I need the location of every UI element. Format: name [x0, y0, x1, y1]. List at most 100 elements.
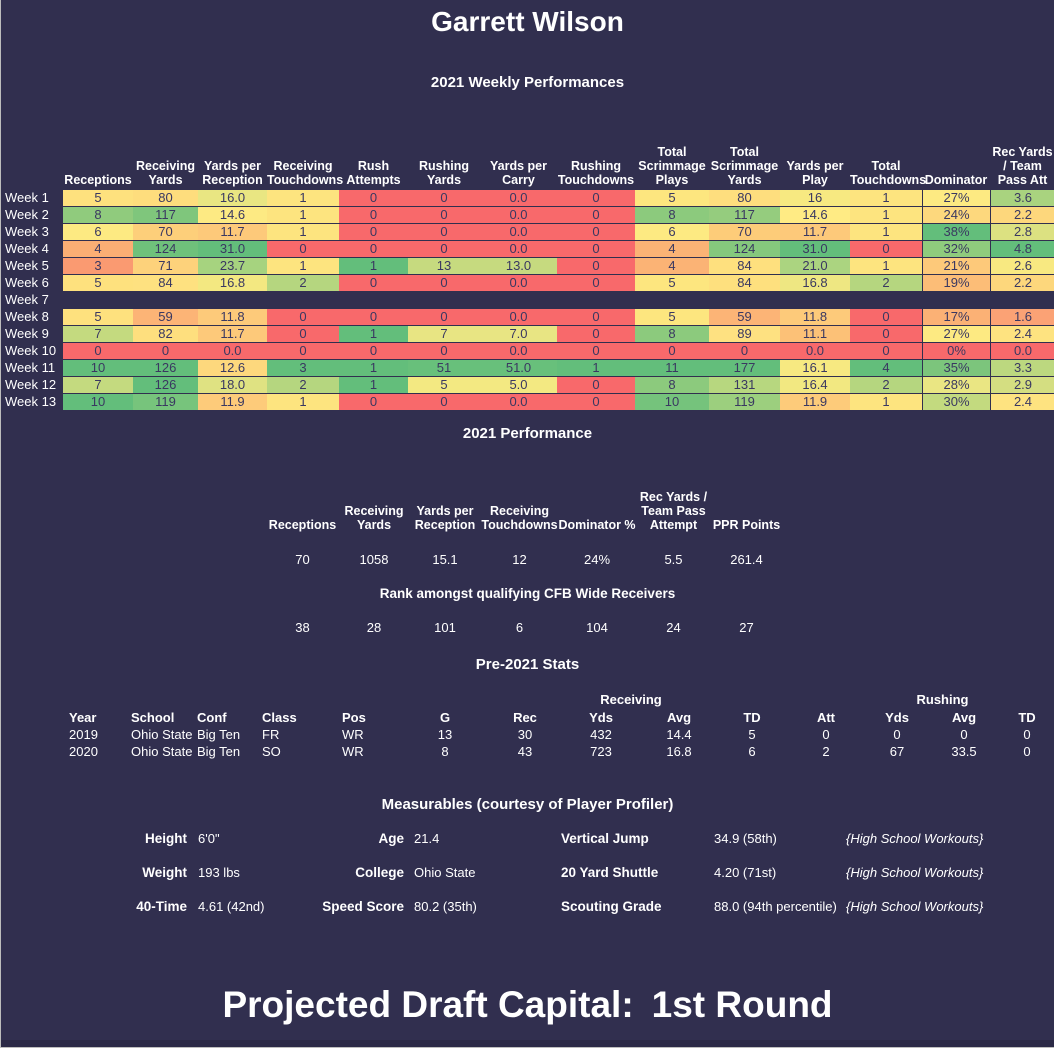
measurable-value: 80.2 (35th)	[414, 899, 477, 914]
week-label: Week 1	[5, 190, 49, 205]
pre2021-cell: 5	[748, 727, 756, 742]
pre2021-cell: 14.4	[666, 727, 692, 742]
weekly-cell: 0	[267, 343, 339, 359]
pre2021-cell: SO	[262, 744, 281, 759]
pre2021-cell: Ohio State	[131, 727, 193, 742]
measurable-label: Vertical Jump	[561, 831, 649, 846]
weekly-row: Week 13 10 119 11.9 1 0 0 0.0 0 10 119 11.9 1 30% 2.4	[1, 394, 1054, 411]
weekly-cell: 38%	[922, 224, 990, 240]
weekly-cell: 80	[709, 190, 780, 206]
weekly-cell: 84	[709, 275, 780, 291]
weekly-cell: 4.8	[990, 241, 1054, 257]
weekly-cell: 16	[780, 190, 850, 206]
weekly-cell: 1	[850, 224, 922, 240]
pre2021-cell: FR	[262, 727, 280, 742]
season-rank-value: 104	[586, 620, 608, 635]
weekly-table: Receptions Receiving Yards Yards per Recep…	[1, 134, 1054, 411]
weekly-cell: 2.2	[990, 207, 1054, 223]
weekly-cell: 0	[339, 207, 408, 223]
season-values-row: 70 1058 15.1 12 24% 5.5 261.4	[266, 552, 782, 567]
weekly-cell: 4	[63, 241, 133, 257]
season-rank-value: 28	[366, 620, 382, 635]
weekly-cell: 6	[63, 224, 133, 240]
weekly-cell: 7.0	[480, 326, 557, 342]
pre2021-cell: 0	[1023, 727, 1031, 742]
pre2021-table: Year School Conf Class Pos G Rec Yds Avg TD Att Yds…	[1, 709, 1054, 760]
weekly-cell: 0.0	[480, 394, 557, 410]
weekly-cell: 23.7	[198, 258, 267, 274]
weekly-cell: 7	[63, 377, 133, 393]
weekly-column-header: Rushing Yards	[419, 159, 469, 187]
weekly-row: Week 1 5 80 16.0 1 0 0 0.0 0 5 80 16 1 27% 3.6	[1, 190, 1054, 207]
weekly-cell: 14.6	[198, 207, 267, 223]
weekly-cell: 0.0	[780, 343, 850, 359]
pre2021-cell: 2	[822, 744, 830, 759]
weekly-cell: 11.7	[198, 326, 267, 342]
season-value: 24%	[583, 552, 611, 567]
weekly-cell: 7	[408, 326, 480, 342]
weekly-cell: 0	[339, 190, 408, 206]
pre2021-column-header: Conf	[197, 710, 227, 725]
weekly-cell: 0	[557, 343, 635, 359]
weekly-cell: 16.1	[780, 360, 850, 376]
weekly-cell: 1	[850, 207, 922, 223]
weekly-cell: 21.0	[780, 258, 850, 274]
measurable-value: 4.20 (71st)	[714, 865, 777, 880]
weekly-column-header: Rec Yards / Team Pass Att	[992, 145, 1053, 187]
weekly-column-header: Receiving Yards	[135, 159, 196, 187]
weekly-cell: 2	[267, 275, 339, 291]
weekly-cell: 59	[133, 309, 198, 325]
weekly-cell: 0	[557, 326, 635, 342]
weekly-cell: 30%	[922, 394, 990, 410]
weekly-column-header: Yards per Carry	[490, 159, 547, 187]
weekly-cell: 0	[408, 275, 480, 291]
pre2021-cell: 723	[590, 744, 612, 759]
season-ranks-row: 38 28 101 6 104 24 27	[266, 620, 782, 635]
weekly-cell: 0	[557, 241, 635, 257]
weekly-cell: 18.0	[198, 377, 267, 393]
weekly-cell: 2.8	[990, 224, 1054, 240]
draft-capital-title: Projected Draft Capital: 1st Round	[1, 984, 1054, 1026]
pre2021-row: 2019 Ohio State Big Ten FR WR 13 30 432 14.4 5 0 0 0…	[1, 726, 1054, 743]
pre2021-cell: WR	[342, 744, 364, 759]
weekly-cell: 0	[339, 241, 408, 257]
weekly-cell: 5.0	[480, 377, 557, 393]
weekly-cell: 27%	[922, 326, 990, 342]
weekly-cell: 0	[557, 394, 635, 410]
season-column-header: Yards per Reception	[414, 504, 476, 532]
weekly-cell: 0	[267, 309, 339, 325]
weekly-cell: 0	[557, 224, 635, 240]
weekly-cell: 3	[63, 258, 133, 274]
season-column-header: Receiving Touchdowns	[481, 504, 558, 532]
weekly-cell: 1	[850, 258, 922, 274]
weekly-cell: 0	[339, 309, 408, 325]
measurable-value: 21.4	[414, 831, 440, 846]
weekly-cell: 35%	[922, 360, 990, 376]
weekly-cell: 1	[339, 326, 408, 342]
pre2021-cell: 16.8	[666, 744, 692, 759]
draft-capital-value: 1st Round	[651, 984, 833, 1025]
weekly-cell: 32%	[922, 241, 990, 257]
week-label: Week 2	[5, 207, 49, 222]
weekly-cell: 10	[63, 360, 133, 376]
weekly-cell: 13	[408, 258, 480, 274]
weekly-cell: 0	[850, 343, 922, 359]
pre2021-cell: Ohio State	[131, 744, 193, 759]
weekly-cell: 0%	[922, 343, 990, 359]
weekly-cell: 0	[267, 326, 339, 342]
week-label: Week 11	[5, 360, 56, 375]
weekly-cell: 51.0	[480, 360, 557, 376]
weekly-cell: 0	[339, 394, 408, 410]
weekly-cell: 1	[557, 360, 635, 376]
weekly-cell: 84	[133, 275, 198, 291]
weekly-cell: 0	[408, 241, 480, 257]
pre2021-column-header: Yds	[885, 710, 909, 725]
draft-capital-label: Projected Draft Capital:	[222, 984, 634, 1025]
weekly-cell: 0	[557, 190, 635, 206]
weekly-cell: 0.0	[480, 190, 557, 206]
pre2021-column-header: Avg	[951, 710, 977, 725]
weekly-cell: 1	[339, 360, 408, 376]
weekly-cell: 1	[267, 224, 339, 240]
weekly-cell: 5	[635, 309, 709, 325]
pre2021-column-header: Class	[262, 710, 297, 725]
